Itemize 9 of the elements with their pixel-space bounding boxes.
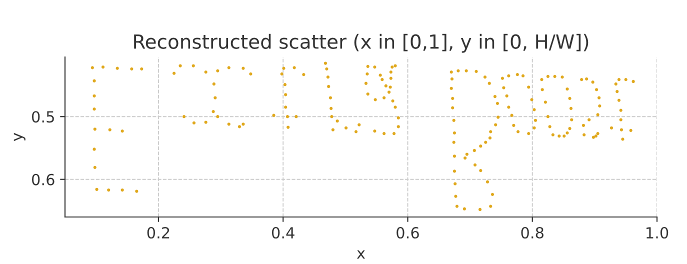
- x-tick-label: 0.8: [521, 226, 544, 239]
- y-axis-title: y: [14, 132, 26, 142]
- chart-title: Reconstructed scatter (x in [0,1], y in [0, H/W]): [134, 34, 588, 53]
- x-axis-title: x: [356, 250, 366, 259]
- x-tick-label: 0.6: [396, 226, 419, 239]
- y-tick-label: 0.5: [32, 111, 54, 123]
- x-tick-label: 0.2: [147, 226, 170, 239]
- x-tick-label: 0.4: [272, 226, 294, 239]
- x-tick-label: 1.0: [646, 226, 668, 239]
